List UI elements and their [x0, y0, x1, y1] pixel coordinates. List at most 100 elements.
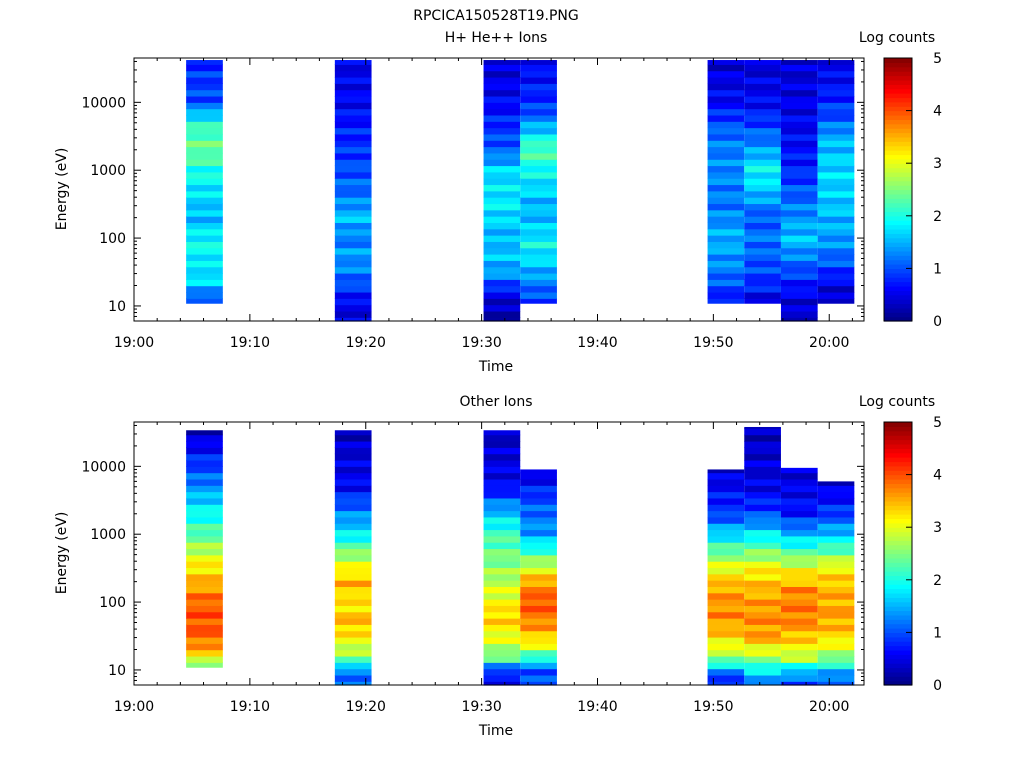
x-tick-label: 19:10	[230, 335, 270, 351]
spectrogram-cell	[334, 668, 372, 676]
colorbar-segment	[884, 150, 912, 156]
spectrogram-cell	[483, 535, 521, 543]
spectrogram-cell	[520, 674, 557, 682]
spectrogram-cell	[817, 504, 855, 512]
spectrogram-cell	[186, 70, 223, 78]
spectrogram-cell	[817, 64, 855, 72]
spectrogram-cell	[520, 121, 557, 129]
spectrogram-cell	[744, 504, 781, 512]
spectrogram-cell	[334, 599, 372, 606]
spectrogram-cell	[817, 178, 855, 186]
spectrogram-cell	[186, 472, 223, 480]
spectrogram-cell	[780, 285, 818, 293]
spectrogram-cell	[483, 60, 521, 65]
other-ions-x-axis-label: Time	[478, 723, 513, 739]
spectrogram-cell	[186, 60, 223, 65]
spectrogram-cell	[186, 260, 223, 268]
spectrogram-cell	[780, 272, 818, 280]
spectrogram-cell	[186, 636, 223, 644]
spectrogram-cell	[780, 662, 818, 670]
spectrogram-cell	[707, 184, 745, 192]
spectrogram-cell	[334, 127, 372, 135]
spectrogram-cell	[483, 655, 521, 663]
spectrogram-cell	[483, 466, 521, 474]
spectrogram-cell	[520, 681, 557, 686]
spectrogram-cell	[334, 447, 372, 455]
spectrogram-cell	[334, 108, 372, 116]
spectrogram-cell	[186, 209, 223, 217]
spectrogram-cell	[334, 203, 372, 211]
spectrogram-cell	[186, 516, 223, 524]
spectrogram-cell	[520, 254, 557, 261]
y-tick-label: 100	[99, 231, 126, 247]
spectrogram-cell	[483, 165, 521, 173]
spectrogram-cell	[334, 254, 372, 261]
spectrogram-cell	[520, 497, 557, 505]
spectrogram-cell	[334, 114, 372, 122]
spectrogram-cell	[186, 235, 223, 242]
spectrogram-cell	[483, 235, 521, 242]
spectrogram-cell	[780, 529, 818, 537]
spectrogram-cell	[520, 197, 557, 205]
colorbar-segment	[884, 658, 912, 664]
spectrogram-cell	[707, 159, 745, 167]
spectrogram-cell	[520, 636, 557, 644]
spectrogram-cell	[334, 681, 372, 686]
spectrogram-cell	[707, 580, 745, 587]
spectrogram-cell	[707, 140, 745, 148]
colorbar-segment	[884, 285, 912, 291]
spectrogram-cell	[520, 190, 557, 198]
other-ions-axes: 19:00 19:10 19:20 19:30 19:40 19:50 20:00 10 100…	[81, 421, 865, 715]
colorbar-segment	[884, 110, 912, 116]
spectrogram-cell	[707, 285, 745, 293]
spectrogram-cell	[744, 159, 781, 167]
spectrogram-cell	[817, 291, 855, 299]
colorbar-segment	[884, 443, 912, 449]
spectrogram-cell	[744, 662, 781, 670]
spectrogram-cell	[483, 285, 521, 293]
spectrogram-cell	[334, 89, 372, 97]
spectrogram-cell	[520, 133, 557, 141]
spectrogram-cell	[483, 216, 521, 223]
spectrogram-cell	[483, 440, 521, 448]
other-ions-panel-title: Other Ions	[459, 394, 532, 410]
spectrogram-cell	[707, 102, 745, 110]
colorbar-segment	[884, 592, 912, 598]
spectrogram-cell	[780, 127, 818, 135]
spectrogram-cell	[817, 247, 855, 255]
spectrogram-cell	[744, 453, 781, 461]
spectrogram-cell	[186, 228, 223, 236]
spectrogram-cell	[780, 674, 818, 682]
spectrogram-cell	[817, 592, 855, 600]
spectrogram-cell	[707, 152, 745, 160]
spectrogram-cell	[520, 272, 557, 280]
spectrogram-cell	[483, 108, 521, 116]
spectrogram-cell	[744, 592, 781, 600]
spectrogram-cell	[186, 216, 223, 223]
spectrogram-cell	[780, 567, 818, 575]
colorbar-segment	[884, 667, 912, 673]
spectrogram-cell	[780, 247, 818, 255]
spectrogram-cell	[817, 497, 855, 505]
colorbar-tick-label: 5	[933, 415, 942, 431]
spectrogram-cell	[780, 228, 818, 236]
spectrogram-cell	[744, 235, 781, 242]
colorbar-segment	[884, 535, 912, 541]
colorbar-segment	[884, 562, 912, 568]
colorbar-segment	[884, 457, 912, 463]
spectrogram-cell	[334, 542, 372, 550]
spectrogram-cell	[744, 497, 781, 505]
spectrogram-cell	[707, 279, 745, 287]
spectrogram-cell	[707, 542, 745, 550]
spectrogram-cell	[520, 60, 557, 65]
spectrogram-cell	[334, 266, 372, 274]
spectrogram-cell	[520, 649, 557, 657]
spectrogram-cell	[707, 554, 745, 562]
spectrogram-cell	[520, 478, 557, 486]
spectrogram-cell	[817, 133, 855, 141]
colorbar-segment	[884, 158, 912, 164]
other-ions-y-axis-label: Energy (eV)	[54, 512, 70, 595]
x-tick-label: 19:40	[577, 335, 617, 351]
spectrogram-cell	[707, 209, 745, 217]
proton-spectrogram-cells	[186, 60, 855, 322]
